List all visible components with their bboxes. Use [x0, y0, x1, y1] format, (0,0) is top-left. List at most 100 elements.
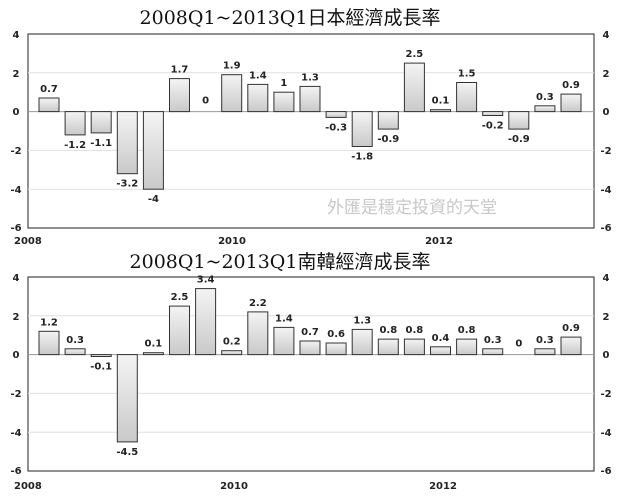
japan-bar [299, 85, 321, 113]
korea-y-ticks-left: 4 2 0 -2 -4 -6 [10, 273, 21, 477]
japan-data-label: 2.5 [406, 49, 424, 60]
japan-y-ticks-right: 4 2 0 -2 -4 -6 [600, 30, 611, 234]
japan-data-label: 1.7 [171, 65, 189, 76]
korea-ytick-right: 2 [603, 312, 610, 323]
korea-bar [534, 348, 556, 356]
japan-ytick-left: 4 [13, 30, 20, 41]
japan-ytick-left: -2 [10, 146, 21, 157]
korea-bar [221, 350, 243, 356]
korea-y-ticks-right: 4 2 0 -2 -4 -6 [600, 273, 611, 477]
japan-data-label: 0 [202, 96, 209, 107]
japan-bars: 0.7-1.2 -1.1-3.2-41.701.91.411.3-0.3-1.8-… [28, 49, 594, 205]
korea-bar [273, 326, 295, 356]
japan-ytick-left: -4 [10, 185, 21, 196]
korea-ytick-left: 2 [13, 312, 20, 323]
japan-ytick-left: -6 [10, 223, 21, 234]
japan-bar [508, 111, 530, 130]
japan-bar [221, 74, 243, 113]
japan-data-label: 0.1 [432, 96, 450, 107]
japan-data-label: -0.3 [325, 122, 347, 133]
japan-data-label: -0.9 [377, 134, 399, 145]
japan-chart-title: 2008Q1~2013Q1日本經濟成長率 [140, 7, 441, 29]
japan-data-label: 0.9 [562, 80, 580, 91]
japan-bar [534, 105, 556, 113]
korea-data-label: 1.2 [40, 317, 58, 328]
korea-bar [38, 330, 60, 356]
korea-bar [351, 328, 373, 356]
korea-xtick-year: 2008 [14, 481, 42, 492]
japan-bar [482, 111, 504, 116]
korea-data-label: -4.5 [116, 447, 138, 458]
korea-bar [64, 348, 86, 356]
korea-bar [116, 354, 138, 443]
japan-bar [169, 78, 190, 113]
japan-data-label: -1.8 [351, 152, 373, 163]
japan-ytick-right: -2 [600, 146, 611, 157]
japan-ytick-right: 4 [603, 30, 610, 41]
japan-data-label: -4 [148, 194, 159, 205]
japan-data-label: -0.2 [482, 121, 504, 132]
korea-xtick-year: 2010 [220, 481, 248, 492]
japan-ytick-left: 0 [13, 107, 20, 118]
japan-bar [430, 109, 451, 113]
korea-data-label: 0.3 [484, 335, 502, 346]
japan-bar [325, 111, 347, 118]
japan-bar [560, 93, 582, 113]
japan-growth-chart: 2008Q1~2013Q1日本經濟成長率 外匯是穩定投資的天堂 4 2 0 -2… [10, 7, 611, 247]
korea-bar [325, 342, 347, 356]
japan-bar [38, 97, 60, 113]
japan-xtick-year: 2012 [425, 236, 453, 247]
korea-ytick-right: -4 [600, 428, 611, 439]
japan-data-label: -1.1 [90, 138, 112, 149]
japan-data-label: 1.5 [458, 69, 476, 80]
korea-bar [142, 352, 164, 356]
japan-data-label: 1.9 [223, 61, 241, 72]
japan-data-label: 0.7 [40, 84, 58, 95]
japan-bar [377, 111, 399, 130]
japan-data-label: 1.4 [249, 70, 267, 81]
japan-bar [64, 111, 86, 136]
korea-data-label: 2.2 [249, 298, 267, 309]
korea-xtick-year: 2012 [429, 481, 457, 492]
japan-watermark: 外匯是穩定投資的天堂 [327, 198, 497, 218]
korea-bar [299, 340, 321, 356]
japan-bar [351, 111, 373, 147]
korea-bar [247, 311, 269, 356]
korea-data-label: 1.3 [353, 315, 371, 326]
japan-xtick-year: 2008 [14, 236, 42, 247]
korea-bar [430, 346, 451, 356]
japan-plot-frame [27, 33, 595, 229]
korea-data-label: 1.4 [275, 313, 293, 324]
korea-bar [456, 338, 478, 356]
korea-bar [560, 336, 582, 356]
japan-ytick-right: 0 [603, 107, 610, 118]
korea-bar [377, 338, 399, 356]
japan-data-label: 1 [280, 78, 287, 89]
japan-bar [403, 62, 425, 113]
japan-ytick-right: 2 [603, 69, 610, 80]
korea-data-label: 0.3 [536, 335, 554, 346]
korea-ytick-left: -2 [10, 389, 21, 400]
korea-x-year-labels: 2008 2010 2012 [14, 481, 457, 492]
korea-plot-frame [27, 276, 595, 472]
korea-ytick-left: 4 [13, 273, 20, 284]
korea-data-label: 3.4 [197, 275, 215, 286]
korea-growth-chart: 2008Q1~2013Q1南韓經濟成長率 4 2 0 -2 -4 -6 4 2 … [10, 251, 611, 492]
japan-data-label: -1.2 [64, 140, 86, 151]
japan-xtick-year: 2010 [218, 236, 246, 247]
japan-bar [456, 82, 478, 113]
korea-ytick-right: -2 [600, 389, 611, 400]
korea-ytick-left: -4 [10, 428, 21, 439]
japan-data-label: 0.3 [536, 92, 554, 103]
japan-bar [247, 83, 269, 113]
korea-bar [90, 354, 112, 358]
korea-ytick-right: -6 [600, 466, 611, 477]
korea-data-label: 0 [515, 339, 522, 350]
japan-ytick-right: -6 [600, 223, 611, 234]
japan-x-year-labels: 2008 2010 2012 [14, 236, 453, 247]
japan-ytick-left: 2 [13, 69, 20, 80]
korea-data-label: 0.8 [379, 325, 397, 336]
japan-data-label: -0.9 [508, 134, 530, 145]
japan-bar [90, 111, 112, 134]
